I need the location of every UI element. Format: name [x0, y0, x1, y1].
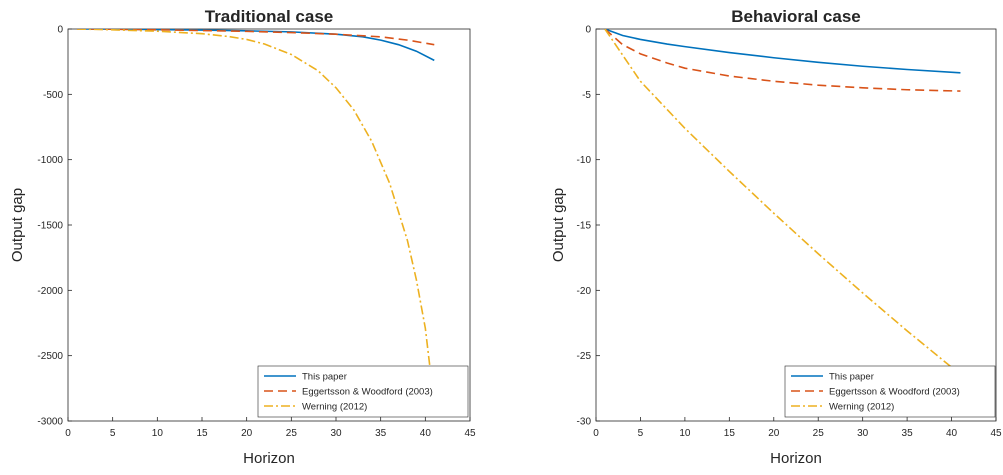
- legend-entry-2: Werning (2012): [302, 402, 367, 413]
- x-tick-label: 10: [679, 428, 691, 439]
- x-tick-label: 20: [768, 428, 780, 439]
- x-axis: 0 5 10 15 20 25 30 35 40 45: [593, 417, 1002, 439]
- legend-entry-2: Werning (2012): [829, 402, 894, 413]
- x-tick-label: 0: [593, 428, 599, 439]
- series-line-2: [604, 29, 954, 370]
- y-tick-label: 0: [585, 25, 591, 36]
- y-axis: 0 -500 -1000 -1500 -2000 -2500 -3000: [37, 25, 72, 428]
- y-axis: 0 -5 -10 -15 -20 -25 -30: [577, 25, 600, 428]
- series-line-0: [604, 29, 961, 74]
- series-line-1: [604, 29, 961, 92]
- y-tick-label: -30: [577, 417, 592, 428]
- y-tick-label: -3000: [37, 417, 63, 428]
- x-tick-label: 30: [857, 428, 869, 439]
- chart-title: Behavioral case: [731, 7, 860, 26]
- x-tick-label: 40: [946, 428, 958, 439]
- x-tick-label: 45: [464, 428, 476, 439]
- x-tick-label: 45: [990, 428, 1002, 439]
- behavioral-case-panel: Behavioral case 0 5 10 15 20 25 30 35 40 45 0 -5 -1…: [550, 7, 1002, 467]
- chart-title: Traditional case: [205, 7, 334, 26]
- y-tick-label: -25: [577, 351, 592, 362]
- series-line-1: [76, 29, 435, 46]
- series-line-0: [76, 29, 435, 62]
- x-tick-label: 20: [241, 428, 253, 439]
- x-tick-label: 35: [902, 428, 914, 439]
- x-axis-label: Horizon: [770, 450, 822, 467]
- plot-area-frame: [595, 28, 997, 422]
- x-tick-label: 35: [375, 428, 387, 439]
- legend-entry-1: Eggertsson & Woodford (2003): [302, 387, 433, 398]
- y-tick-label: 0: [57, 25, 63, 36]
- series-layer: [604, 29, 961, 370]
- y-tick-label: -2500: [37, 351, 63, 362]
- x-tick-label: 0: [65, 428, 71, 439]
- y-tick-label: -500: [43, 90, 63, 101]
- legend: This paper Eggertsson & Woodford (2003) We…: [257, 365, 469, 418]
- legend-entry-0: This paper: [302, 372, 347, 383]
- x-tick-label: 5: [110, 428, 116, 439]
- y-tick-label: -1000: [37, 155, 63, 166]
- y-tick-label: -15: [577, 221, 592, 232]
- plot-area-frame: [67, 28, 471, 422]
- x-tick-label: 10: [152, 428, 164, 439]
- series-layer: [76, 29, 435, 367]
- legend: This paper Eggertsson & Woodford (2003) We…: [784, 365, 996, 418]
- y-axis-label: Output gap: [550, 188, 567, 262]
- x-tick-label: 5: [638, 428, 644, 439]
- y-tick-label: -2000: [37, 286, 63, 297]
- x-tick-label: 15: [196, 428, 208, 439]
- y-tick-label: -20: [577, 286, 592, 297]
- y-tick-label: -5: [582, 90, 591, 101]
- series-line-2: [76, 29, 431, 367]
- x-tick-label: 15: [724, 428, 736, 439]
- traditional-case-panel: Traditional case 0 5 10 15 20 25 30 35 40 45 0 -50…: [9, 7, 476, 467]
- x-axis-label: Horizon: [243, 450, 295, 467]
- x-tick-label: 25: [286, 428, 298, 439]
- y-tick-label: -1500: [37, 221, 63, 232]
- x-tick-label: 30: [330, 428, 342, 439]
- legend-entry-1: Eggertsson & Woodford (2003): [829, 387, 960, 398]
- x-tick-label: 40: [420, 428, 432, 439]
- x-axis: 0 5 10 15 20 25 30 35 40 45: [65, 417, 476, 439]
- legend-entry-0: This paper: [829, 372, 874, 383]
- y-axis-label: Output gap: [9, 188, 26, 262]
- y-tick-label: -10: [577, 155, 592, 166]
- x-tick-label: 25: [813, 428, 825, 439]
